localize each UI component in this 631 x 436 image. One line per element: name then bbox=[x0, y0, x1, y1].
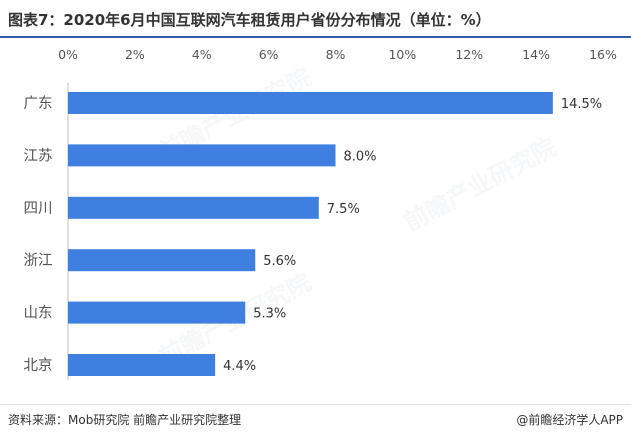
source-note: 资料来源：Mob研究院 前瞻产业研究院整理 bbox=[8, 413, 242, 427]
category-label: 山东 bbox=[24, 305, 53, 322]
x-tick-label: 10% bbox=[388, 47, 416, 62]
x-tick-label: 14% bbox=[522, 47, 550, 62]
x-tick-label: 8% bbox=[326, 47, 346, 62]
x-tick-label: 12% bbox=[455, 47, 483, 62]
data-label: 8.0% bbox=[344, 149, 377, 164]
x-tick-label: 4% bbox=[192, 47, 212, 62]
category-label: 江苏 bbox=[24, 147, 53, 164]
data-label: 5.6% bbox=[263, 254, 296, 269]
x-axis: 0% 2% 4% 6% 8% 10% 12% 14% 16% bbox=[58, 47, 617, 62]
bars bbox=[68, 92, 553, 376]
x-tick-label: 0% bbox=[58, 47, 78, 62]
bar bbox=[68, 92, 553, 114]
category-label: 浙江 bbox=[24, 252, 53, 269]
data-label: 4.4% bbox=[223, 359, 256, 374]
bar bbox=[68, 144, 336, 167]
chart-title: 图表7：2020年6月中国互联网汽车租赁用户省份分布情况（单位：%） bbox=[8, 11, 491, 29]
bar bbox=[68, 249, 256, 272]
x-tick-label: 6% bbox=[259, 47, 279, 62]
bar bbox=[68, 196, 319, 219]
brand-credit: @前瞻经济学人APP bbox=[516, 413, 623, 427]
category-label: 四川 bbox=[24, 201, 53, 217]
data-label: 7.5% bbox=[327, 202, 360, 217]
x-tick-label: 16% bbox=[589, 47, 617, 62]
bar bbox=[68, 354, 216, 376]
category-label: 北京 bbox=[24, 357, 53, 374]
data-label: 5.3% bbox=[253, 307, 286, 322]
footer: 资料来源：Mob研究院 前瞻产业研究院整理 @前瞻经济学人APP bbox=[0, 404, 631, 436]
x-tick-label: 2% bbox=[125, 47, 145, 62]
data-label: 14.5% bbox=[561, 97, 602, 112]
title-bar: 图表7：2020年6月中国互联网汽车租赁用户省份分布情况（单位：%） bbox=[0, 0, 631, 38]
data-labels: 14.5% 8.0% 7.5% 5.6% 5.3% 4.4% bbox=[223, 97, 602, 374]
category-label: 广东 bbox=[24, 95, 53, 112]
bar bbox=[68, 301, 246, 324]
